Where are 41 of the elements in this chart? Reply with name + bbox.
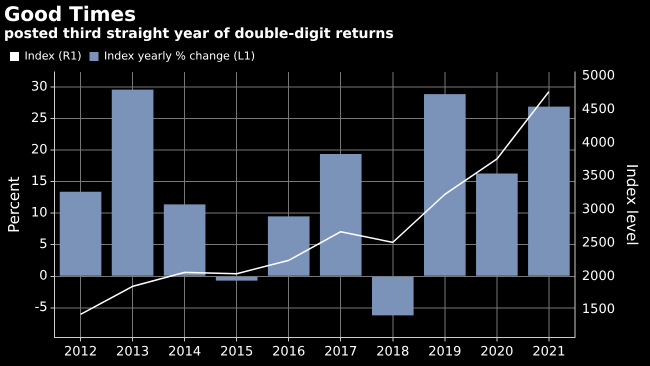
y-tick-label: -5 [34,300,48,316]
bar [476,173,518,276]
x-tick-label: 2017 [324,344,358,360]
x-tick-label: 2013 [116,344,150,360]
bar [320,154,362,276]
bar [60,192,102,276]
y-tick-label: 30 [30,80,48,95]
x-tick-label: 2012 [64,344,98,360]
y-tick-label: 25 [30,111,48,126]
chart-title: Good Times [3,1,137,26]
y-tick-label: 5 [39,237,48,252]
y-tick-label: 20 [30,142,48,158]
bar [372,276,414,316]
y2-tick-label: 2500 [582,235,616,250]
x-tick-label: 2019 [428,344,462,360]
y2-tick-label: 2000 [582,268,616,284]
y2-tick-label: 4500 [582,102,616,118]
y2-tick-label: 3000 [582,202,616,218]
y-tick-label: 15 [30,174,48,190]
x-tick-label: 2016 [272,344,306,360]
bar [528,106,570,276]
x-tick-label: 2020 [480,344,514,360]
chart-subtitle: posted third straight year of double-digit returns [3,25,395,43]
y2-tick-label: 4000 [582,135,616,150]
y2-tick-label: 5000 [582,68,616,84]
legend-label: Index (R1) [24,49,82,62]
y-axis-title: Percent [4,176,23,233]
x-tick-label: 2015 [220,344,254,360]
bar [112,90,154,276]
y-tick-label: 0 [39,268,48,284]
y-tick-label: 10 [30,206,48,221]
x-tick-label: 2014 [168,344,202,360]
y2-axis-title: Index level [623,164,642,246]
y2-tick-label: 1500 [582,302,616,318]
y2-tick-label: 3500 [582,168,616,184]
legend-label: Index yearly % change (L1) [104,49,256,62]
x-tick-label: 2021 [532,344,566,360]
bar [164,204,206,276]
bar [268,216,310,276]
x-tick-label: 2018 [376,344,410,360]
bar [424,94,466,276]
